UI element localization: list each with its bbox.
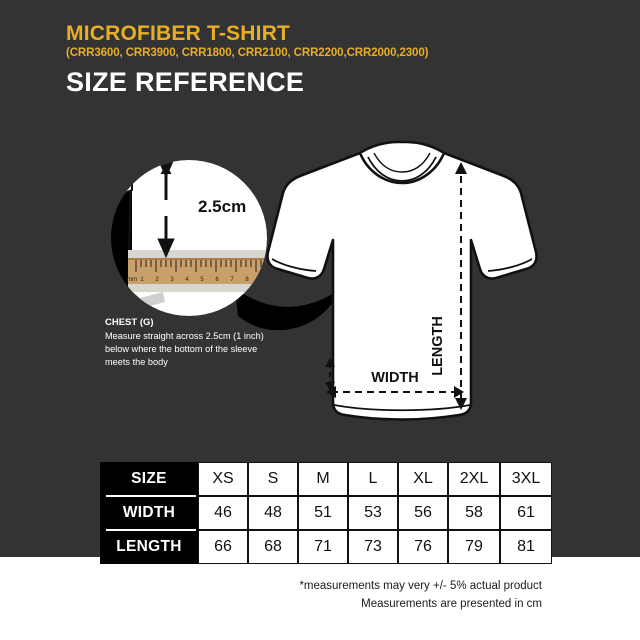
svg-text:1: 1 bbox=[140, 277, 144, 283]
length-cell-s: 68 bbox=[248, 530, 298, 564]
length-cell-m: 71 bbox=[298, 530, 348, 564]
chest-note-title: CHEST (G) bbox=[105, 317, 154, 328]
row-header-size: SIZE bbox=[100, 462, 198, 496]
length-cell-3xl: 81 bbox=[500, 530, 552, 564]
size-cell-2xl: 2XL bbox=[448, 462, 500, 496]
table-row-width: WIDTH 46 48 51 53 56 58 61 bbox=[100, 494, 552, 530]
length-cell-xl: 76 bbox=[398, 530, 448, 564]
length-dimension bbox=[455, 162, 467, 410]
width-cell-xl: 56 bbox=[398, 496, 448, 530]
svg-text:4: 4 bbox=[185, 277, 189, 283]
table-row-length: LENGTH 66 68 71 73 76 79 81 bbox=[100, 528, 552, 564]
chest-note-line-3: meets the body bbox=[105, 356, 168, 367]
footnotes: *measurements may very +/- 5% actual pro… bbox=[299, 578, 542, 614]
width-dimension bbox=[326, 386, 464, 398]
illustration-area: mm 1 2 3 4 5 6 7 8 bbox=[0, 120, 640, 450]
svg-text:3: 3 bbox=[170, 277, 174, 283]
magnifier-inset: mm 1 2 3 4 5 6 7 8 bbox=[111, 160, 267, 316]
width-label: WIDTH bbox=[371, 370, 419, 386]
width-cell-2xl: 58 bbox=[448, 496, 500, 530]
svg-text:5: 5 bbox=[200, 277, 204, 283]
row-header-width: WIDTH bbox=[100, 494, 198, 530]
width-cell-l: 53 bbox=[348, 496, 398, 530]
table-row-size: SIZE XS S M L XL 2XL 3XL bbox=[100, 462, 552, 496]
size-cell-3xl: 3XL bbox=[500, 462, 552, 496]
size-cell-m: M bbox=[298, 462, 348, 496]
svg-text:7: 7 bbox=[230, 277, 234, 283]
chest-note-line-2: below where the bottom of the sleeve bbox=[105, 343, 258, 354]
width-cell-3xl: 61 bbox=[500, 496, 552, 530]
magnifier-measure-label: 2.5cm bbox=[198, 197, 246, 216]
page-title: MICROFIBER T-SHIRT bbox=[66, 22, 291, 45]
size-table: SIZE XS S M L XL 2XL 3XL WIDTH 46 48 51 … bbox=[100, 462, 552, 564]
size-cell-xs: XS bbox=[198, 462, 248, 496]
size-cell-xl: XL bbox=[398, 462, 448, 496]
length-cell-l: 73 bbox=[348, 530, 398, 564]
svg-text:6: 6 bbox=[215, 277, 219, 283]
header: MICROFIBER T-SHIRT (CRR3600, CRR3900, CR… bbox=[66, 22, 586, 98]
svg-text:mm: mm bbox=[127, 277, 137, 283]
width-cell-xs: 46 bbox=[198, 496, 248, 530]
tshirt-diagram: WIDTH LENGTH bbox=[266, 140, 538, 421]
footnote-line-2: Measurements are presented in cm bbox=[361, 597, 542, 610]
length-cell-2xl: 79 bbox=[448, 530, 500, 564]
ruler: mm 1 2 3 4 5 6 7 8 bbox=[127, 250, 267, 292]
length-label: LENGTH bbox=[430, 316, 446, 376]
length-cell-xs: 66 bbox=[198, 530, 248, 564]
svg-text:8: 8 bbox=[245, 277, 249, 283]
sleeve-drop-arrow bbox=[325, 358, 335, 391]
size-cell-l: L bbox=[348, 462, 398, 496]
product-codes: (CRR3600, CRR3900, CRR1800, CRR2100, CRR… bbox=[66, 47, 429, 60]
magnifier-pointer-tail bbox=[235, 288, 341, 331]
width-cell-m: 51 bbox=[298, 496, 348, 530]
magnifier-measure-arrow bbox=[157, 160, 175, 259]
size-cell-s: S bbox=[248, 462, 298, 496]
chest-measurement-note: CHEST (G) Measure straight across 2.5cm … bbox=[105, 316, 305, 369]
page-subtitle: SIZE REFERENCE bbox=[66, 67, 305, 98]
footnote-line-1: *measurements may very +/- 5% actual pro… bbox=[299, 580, 542, 592]
svg-text:2: 2 bbox=[155, 277, 159, 283]
chest-note-line-1: Measure straight across 2.5cm (1 inch) bbox=[105, 330, 264, 341]
row-header-length: LENGTH bbox=[100, 528, 198, 564]
width-cell-s: 48 bbox=[248, 496, 298, 530]
illustration-svg: mm 1 2 3 4 5 6 7 8 bbox=[111, 140, 538, 421]
